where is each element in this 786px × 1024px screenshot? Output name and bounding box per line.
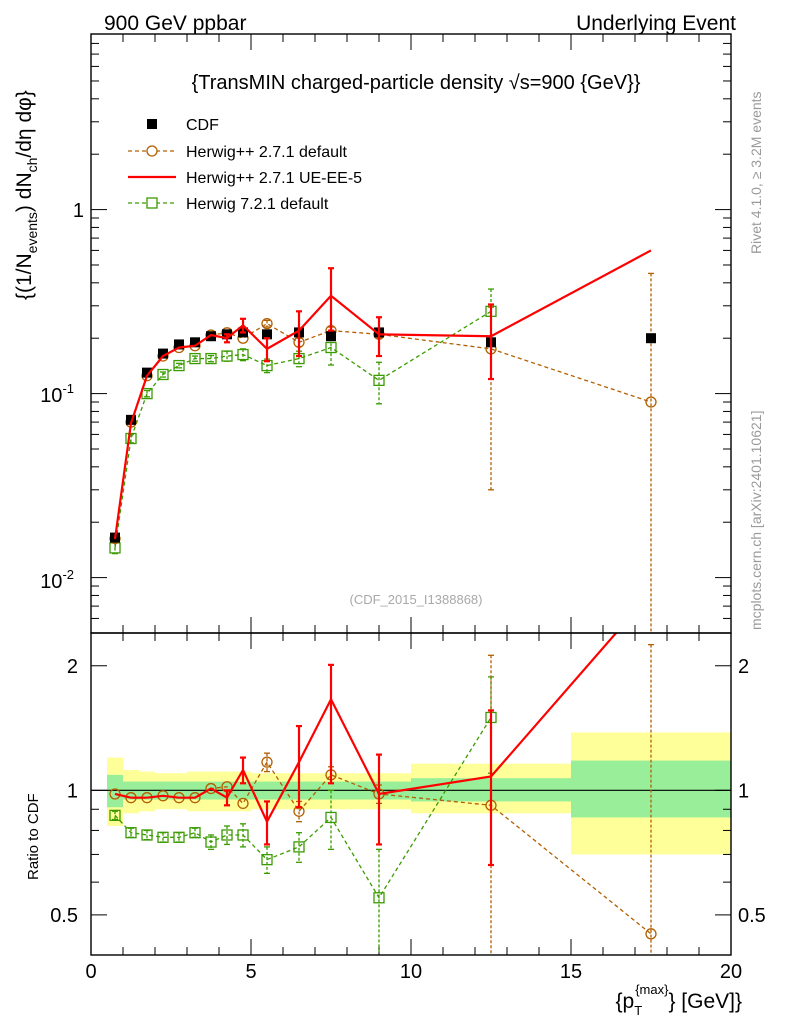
main-series xyxy=(109,249,657,633)
ratio-herwig7-point xyxy=(293,841,305,853)
x-tick-label: 20 xyxy=(720,961,742,983)
stat-band xyxy=(107,774,123,808)
ratio-herwig7-point xyxy=(221,829,233,841)
herwig7-point xyxy=(237,348,249,361)
cdf-point xyxy=(262,329,272,340)
ratio-herwigpp-default-point xyxy=(645,928,657,940)
ratio-herwig7-point xyxy=(237,829,249,841)
ytick-0p1-base: 10 xyxy=(40,385,62,407)
herwig7-line xyxy=(114,310,492,549)
cdf-point xyxy=(174,339,184,350)
analysis-id: (CDF_2015_I1388868) xyxy=(350,592,483,607)
ratio-herwigpp-default-point xyxy=(261,756,273,768)
ratio-herwig7-point xyxy=(173,831,185,843)
ylabel-c: ) dN xyxy=(13,172,36,212)
herwig7-point xyxy=(189,352,201,365)
ratio-herwig7-point xyxy=(373,892,385,904)
ratio-herwig7-point xyxy=(325,811,337,824)
herwig7-point xyxy=(325,341,337,354)
cdf-point xyxy=(190,337,200,348)
herwigpp-ueee5-line xyxy=(113,249,652,540)
legend-entry-1: Herwig++ 2.7.1 default xyxy=(186,144,348,161)
x-axis-label: {pT {max}} [GeV]} xyxy=(616,982,742,1018)
x-tick-label: 10 xyxy=(400,961,422,983)
ratio-tick-label-right: 0.5 xyxy=(738,905,766,927)
chart-title: {TransMIN charged-particle density √s=90… xyxy=(192,72,641,94)
herwigpp-default-point xyxy=(261,317,273,330)
ratio-herwigpp-default-point xyxy=(109,788,121,800)
ratio-tick-label-right: 1 xyxy=(738,780,749,802)
ylabel-e: /dη dφ} xyxy=(13,90,36,157)
x-tick-label: 5 xyxy=(245,961,256,983)
herwigpp-default-point xyxy=(645,396,657,408)
herwig7-point xyxy=(157,368,169,381)
main-y-axis-label: {(1/Nevents) dNch/dη dφ} xyxy=(13,90,40,300)
legend: CDF Herwig++ 2.7.1 default Herwig++ 2.7.1 … xyxy=(128,117,362,213)
ratio-herwig7-point xyxy=(109,809,121,822)
herwig7-point xyxy=(205,352,217,365)
cdf-point xyxy=(158,348,168,359)
ratio-herwig7-point xyxy=(125,827,137,839)
herwig7-point xyxy=(125,432,137,445)
ytick-0p01-exp: -2 xyxy=(62,567,74,582)
ratio-herwig7-point xyxy=(157,831,169,843)
x-tick-labels: 0 5 10 15 20 xyxy=(85,961,742,983)
ylabel-b: events xyxy=(24,212,40,253)
xlabel-sub: T xyxy=(634,1003,642,1018)
xlabel-main: {p xyxy=(616,990,635,1013)
mcplots-label: mcplots.cern.ch [arXiv:2401.10621] xyxy=(748,411,764,630)
herwig7-point xyxy=(373,374,385,387)
ylabel-a: {(1/N xyxy=(13,253,36,300)
herwig7-point xyxy=(221,350,233,362)
legend-cdf-marker xyxy=(147,119,157,129)
ratio-herwig7-point xyxy=(261,853,273,866)
legend-herwig7-marker xyxy=(146,197,158,209)
ytick-0p01-base: 10 xyxy=(40,571,62,593)
ylabel-d: ch xyxy=(24,158,40,173)
ratio-herwigpp-default-point xyxy=(237,797,249,810)
ratio-tick-label-left: 2 xyxy=(67,656,78,678)
ratio-plot-frame xyxy=(90,632,732,956)
ratio-tick-labels: 0.5 0.5 1 1 2 2 xyxy=(50,656,766,927)
cdf-point xyxy=(646,333,656,344)
x-tick-label: 15 xyxy=(560,961,582,983)
legend-entry-0: CDF xyxy=(186,117,219,134)
series-layer xyxy=(109,249,657,955)
ytick-label-0p1: 10-1 xyxy=(40,381,74,407)
ratio-tick-label-left: 0.5 xyxy=(50,905,78,927)
cdf-point xyxy=(142,367,152,378)
ratio-series xyxy=(109,633,657,955)
header-left: 900 GeV ppbar xyxy=(104,12,246,35)
ratio-herwigpp-default-point xyxy=(205,782,217,795)
ratio-tick-label-left: 1 xyxy=(67,780,78,802)
ratio-y-axis-label: Ratio to CDF xyxy=(25,793,42,880)
uncertainty-bands xyxy=(91,732,731,855)
x-tick-label: 0 xyxy=(85,961,96,983)
legend-entry-3: Herwig 7.2.1 default xyxy=(186,196,329,213)
ratio-tick-label-right: 2 xyxy=(738,656,749,678)
cdf-point xyxy=(326,331,336,342)
ratio-herwig7-point xyxy=(189,827,201,839)
ytick-0p1-exp: -1 xyxy=(62,381,74,396)
ytick-label-0p01: 10-2 xyxy=(40,567,74,593)
rivet-label: Rivet 4.1.0, ≥ 3.2M events xyxy=(748,91,764,254)
legend-herwigpp-default-marker xyxy=(146,145,158,157)
ratio-herwig7-point xyxy=(141,829,153,841)
legend-entry-2: Herwig++ 2.7.1 UE-EE-5 xyxy=(186,170,362,187)
ytick-label-1: 1 xyxy=(73,200,84,222)
stat-band xyxy=(571,760,731,818)
herwig7-point xyxy=(173,359,185,372)
xlabel-sup: {max} xyxy=(635,982,669,997)
header-right: Underlying Event xyxy=(576,12,736,35)
xlabel-tail: } [GeV]} xyxy=(668,990,742,1013)
ratio-herwig7-point xyxy=(205,836,217,848)
